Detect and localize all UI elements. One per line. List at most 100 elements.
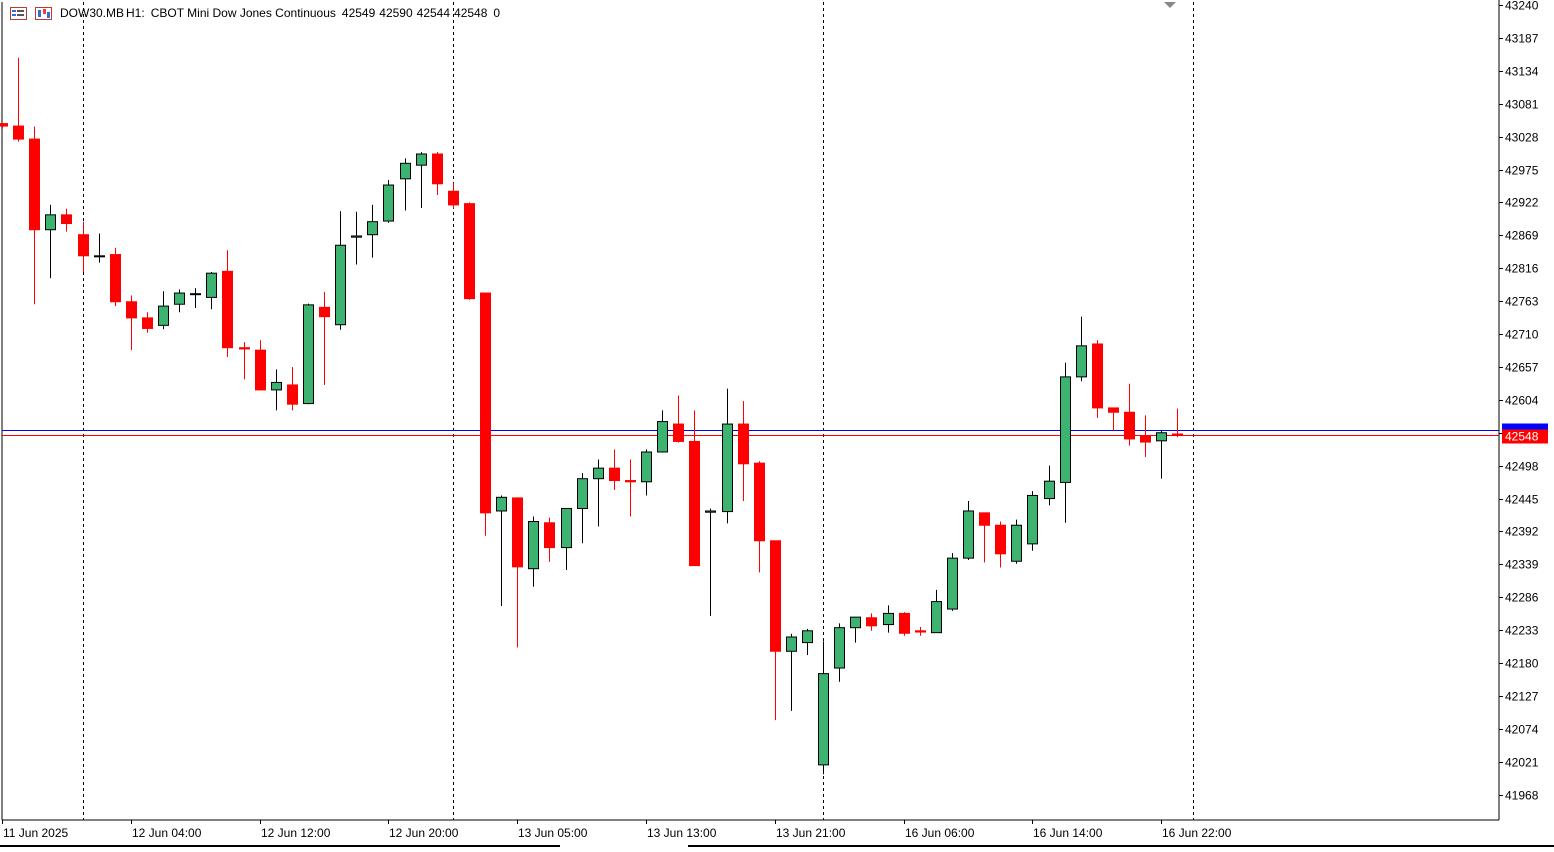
candle-body: [480, 292, 491, 514]
candle-body: [174, 292, 185, 305]
candle: [94, 233, 105, 263]
time-axis-label: 12 Jun 20:00: [389, 826, 459, 840]
price-axis-label: 43134: [1505, 65, 1539, 79]
candle: [464, 202, 475, 300]
candle: [448, 183, 459, 209]
candle-body: [1027, 494, 1038, 545]
candle: [786, 633, 797, 711]
candle: [1172, 408, 1183, 438]
price-axis-label: 43081: [1505, 98, 1539, 112]
candle: [110, 247, 121, 307]
candle-body: [770, 540, 781, 652]
candle-body: [883, 612, 894, 626]
horizontal-scrollbar-right[interactable]: [688, 845, 1554, 847]
candle: [689, 410, 700, 567]
candle: [190, 288, 201, 308]
candle-body: [222, 270, 233, 349]
price-axis-label: 42445: [1505, 493, 1539, 507]
time-axis-label: 16 Jun 22:00: [1162, 826, 1232, 840]
volume: 0: [493, 6, 501, 20]
time-axis-label: 13 Jun 05:00: [518, 826, 588, 840]
candle: [722, 388, 733, 524]
candle-body: [512, 497, 523, 568]
candle-body: [738, 423, 749, 465]
candle: [206, 271, 217, 310]
candle: [609, 449, 620, 490]
horizontal-scrollbar-left[interactable]: [0, 845, 560, 847]
time-axis-label: 16 Jun 06:00: [905, 826, 975, 840]
candle: [738, 401, 749, 502]
candle: [979, 512, 990, 563]
candle-body: [818, 673, 829, 766]
candle-body: [335, 244, 346, 326]
candle-body: [1156, 432, 1167, 442]
candle: [705, 508, 716, 616]
candle-body: [126, 301, 137, 319]
grid-layer: [1, 0, 1500, 821]
price-axis-label: 42816: [1505, 262, 1539, 276]
price-axis-label: 43028: [1505, 131, 1539, 145]
candle-body: [625, 480, 636, 483]
candle: [78, 221, 89, 272]
price-axis-label: 42498: [1505, 460, 1539, 474]
candle-body: [802, 630, 813, 644]
candle-body: [915, 630, 926, 633]
candle: [367, 204, 378, 258]
chart-shift-marker: [1164, 2, 1176, 8]
candle: [577, 473, 588, 544]
window-list-icon[interactable]: [10, 7, 27, 20]
candle: [528, 516, 539, 587]
price-axis-label: 42286: [1505, 591, 1539, 605]
candle-body: [351, 235, 362, 238]
candle: [1076, 316, 1087, 382]
candle: [899, 612, 910, 636]
candle: [931, 589, 942, 634]
candle: [850, 616, 861, 643]
candle-body: [657, 421, 668, 453]
candle-body: [1044, 480, 1055, 500]
candle: [593, 459, 604, 527]
candle: [142, 312, 153, 333]
candle-body: [979, 512, 990, 526]
ohlc-close: 42548: [454, 6, 488, 20]
time-axis-label: 13 Jun 13:00: [647, 826, 717, 840]
price-axis-label: 42922: [1505, 196, 1539, 210]
ohlc-open: 42549: [341, 6, 376, 20]
candle-body: [1172, 433, 1183, 436]
candle: [351, 211, 362, 265]
price-axis-label: 42763: [1505, 295, 1539, 309]
candle-body: [1124, 411, 1135, 440]
candle: [754, 461, 765, 573]
candle-body: [899, 612, 910, 634]
candle-body: [287, 384, 298, 405]
candle-body: [609, 467, 620, 482]
chart-type-icon[interactable]: [35, 7, 52, 20]
candle-body: [561, 507, 572, 549]
candle-body: [593, 467, 604, 480]
candle-body: [1076, 345, 1087, 378]
candle-body: [303, 304, 314, 405]
candle-body: [947, 557, 958, 610]
candle: [13, 57, 24, 142]
price-axis-label: 43187: [1505, 32, 1539, 46]
price-axis-label: 42127: [1505, 690, 1539, 704]
candle: [480, 292, 491, 536]
candle: [947, 553, 958, 611]
candle-body: [13, 125, 24, 140]
candle: [1044, 465, 1055, 506]
time-axis-label: 11 Jun 2025: [3, 826, 68, 840]
candle-body: [255, 349, 266, 391]
candle: [512, 497, 523, 648]
candle-body: [754, 462, 765, 542]
candle-body: [705, 510, 716, 513]
candle: [1092, 340, 1103, 418]
candle-body: [94, 255, 105, 258]
candle-body: [528, 521, 539, 570]
candle: [45, 204, 56, 279]
price-lines-layer: [2, 430, 1499, 436]
candle: [1060, 362, 1071, 523]
candle-body: [464, 203, 475, 300]
candle-body: [383, 184, 394, 222]
